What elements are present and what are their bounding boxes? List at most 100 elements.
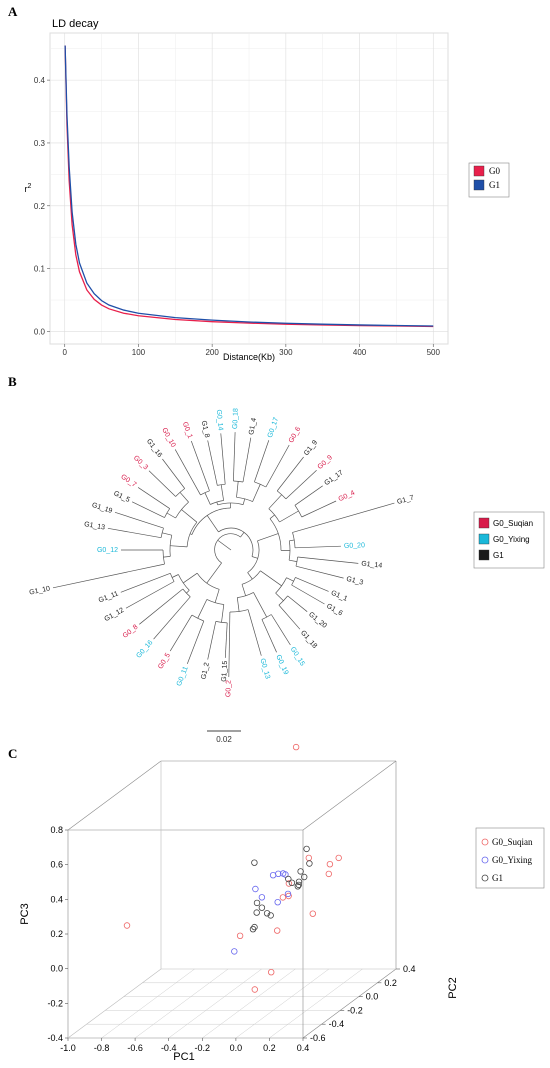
pca-legend-marker xyxy=(481,856,489,864)
pca-y-tick-label: -0.2 xyxy=(47,998,63,1008)
tree-leaf-g1-11: G1_11 xyxy=(98,590,120,604)
tree-branch xyxy=(204,492,211,505)
pca-point-suqian xyxy=(292,743,300,751)
tree-arc xyxy=(196,573,220,590)
ld-x-tick-label: 100 xyxy=(132,348,146,357)
pca-point-suqian xyxy=(325,870,332,878)
pca-pc1-label: PC1 xyxy=(173,1051,194,1063)
tree-leaf-g1-19: G1_19 xyxy=(91,502,113,515)
pca-floor-grid-x xyxy=(168,968,262,1039)
tree-leaf-g0-3: G0_3 xyxy=(132,455,149,472)
tree-branch xyxy=(179,492,189,503)
pca-z-tick-label: -0.6 xyxy=(310,1033,326,1043)
pca-legend-label: G0_Yixing xyxy=(492,855,533,865)
pca-point-g1 xyxy=(303,845,310,853)
pca-point-g1 xyxy=(295,878,303,885)
pca-legend-label: G1 xyxy=(492,873,503,883)
ld-y-tick-label: 0.1 xyxy=(34,265,46,274)
tree-branch xyxy=(153,596,191,640)
tree-legend-label: G0_Yixing xyxy=(493,535,530,544)
tree-root-branch xyxy=(217,540,232,551)
tree-branch xyxy=(139,588,184,625)
tree-branch xyxy=(295,565,344,579)
tree-leaf-g0-2: G0_2 xyxy=(225,680,232,697)
pca-pc3-label: PC3 xyxy=(19,903,31,924)
tree-branch xyxy=(294,545,341,549)
tree-branch xyxy=(278,604,301,630)
tree-leaf-g0-17: G0_17 xyxy=(267,416,280,438)
tree-branch xyxy=(261,619,277,653)
pca-point-g1 xyxy=(306,860,313,867)
ld-legend-label: G1 xyxy=(489,180,500,190)
pca-point-g1 xyxy=(295,881,302,889)
tree-leaf-g0-8: G0_8 xyxy=(122,624,140,640)
tree-arc xyxy=(169,573,175,582)
panel-label-b: B xyxy=(8,374,17,389)
pca-point-suqian xyxy=(326,861,334,868)
tree-branch xyxy=(275,592,284,601)
pca-point-yixing xyxy=(274,899,281,906)
tree-arc xyxy=(162,549,165,565)
tree-branch xyxy=(224,622,228,658)
tree-branch xyxy=(183,572,198,584)
tree-arc xyxy=(200,490,210,496)
tree-branch xyxy=(148,470,176,497)
tree-leaf-g0-9: G0_9 xyxy=(317,454,334,471)
tree-leaf-g1-16: G1_16 xyxy=(145,438,163,459)
tree-branch xyxy=(254,440,270,483)
pca-legend-marker xyxy=(481,838,489,846)
tree-leaf-g0-4: G0_4 xyxy=(338,490,357,504)
tree-branch xyxy=(181,509,198,523)
pca-y-tick-label: 0.2 xyxy=(50,929,63,939)
tree-leaf-g0-14: G0_14 xyxy=(215,409,224,431)
pca-x-tick-label: -1.0 xyxy=(60,1043,76,1053)
tree-arc xyxy=(214,533,241,564)
pca-y-tick-label: 0.6 xyxy=(50,860,63,870)
pca-x-tick-label: -0.6 xyxy=(127,1043,143,1053)
tree-branches xyxy=(52,432,395,678)
pca-3d-scatter: -1.0 -0.8 -0.6 -0.4 -0.2 0.0 0.2 0.4-0.4-0.20.0… xyxy=(19,743,545,1063)
tree-branch xyxy=(285,469,317,500)
tree-branch xyxy=(221,604,225,623)
tree-legend-swatch xyxy=(478,533,490,545)
tree-leaf-g1-6: G1_6 xyxy=(325,603,343,618)
pca-point-g1 xyxy=(297,868,304,875)
pca-point-g1 xyxy=(251,859,258,866)
tree-branch xyxy=(206,515,219,533)
tree-arc xyxy=(294,505,303,518)
tree-branch xyxy=(294,485,323,506)
ld-x-tick-label: 200 xyxy=(205,348,219,357)
tree-arc xyxy=(261,614,272,620)
tree-branch xyxy=(166,512,176,519)
pca-point-yixing xyxy=(275,870,282,877)
tree-leaf-g1-17: G1_17 xyxy=(323,469,344,487)
pca-floor-grid-x xyxy=(134,968,229,1039)
tree-legend-swatch xyxy=(478,517,490,529)
tree-legend: G0_Suqian G0_Yixing G1 xyxy=(473,511,545,569)
pca-floor-grid-x xyxy=(101,968,195,1039)
tree-branch xyxy=(174,449,201,496)
pca-z-tick-label: 0.2 xyxy=(384,978,397,988)
pca-point-g1 xyxy=(253,899,261,907)
ld-y-tick-label: 0.3 xyxy=(34,139,46,148)
tree-branch xyxy=(163,556,171,558)
tree-branch xyxy=(247,572,253,580)
pca-box xyxy=(67,760,397,1039)
ld-y-axis-label: r2 xyxy=(25,183,32,194)
ld-legend-swatch xyxy=(473,179,485,191)
tree-branch xyxy=(207,440,218,486)
tree-leaf-g0-13: G0_13 xyxy=(258,658,271,680)
tree-branch xyxy=(171,574,179,578)
tree-branch xyxy=(120,572,171,593)
pca-point-g1 xyxy=(294,883,301,890)
pca-point-yixing xyxy=(279,870,287,877)
tree-branch xyxy=(236,597,240,612)
pca-legend-marker xyxy=(481,874,489,882)
tree-branch xyxy=(190,440,210,491)
tree-branch xyxy=(242,437,252,483)
tree-branch xyxy=(253,592,268,618)
tree-leaf-g0-11: G0_11 xyxy=(176,665,190,687)
pca-pc2-label: PC2 xyxy=(447,977,459,998)
